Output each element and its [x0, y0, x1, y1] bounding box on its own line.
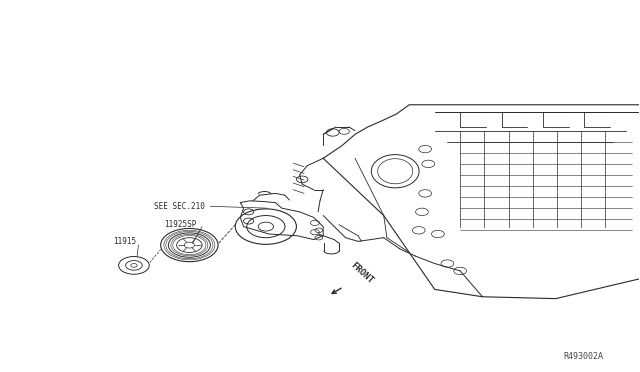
Text: FRONT: FRONT: [349, 261, 374, 286]
Text: 11915: 11915: [113, 237, 136, 246]
Text: SEE SEC.210: SEE SEC.210: [154, 202, 205, 211]
Text: R493002A: R493002A: [564, 352, 604, 361]
Text: 11925SP: 11925SP: [164, 220, 196, 229]
